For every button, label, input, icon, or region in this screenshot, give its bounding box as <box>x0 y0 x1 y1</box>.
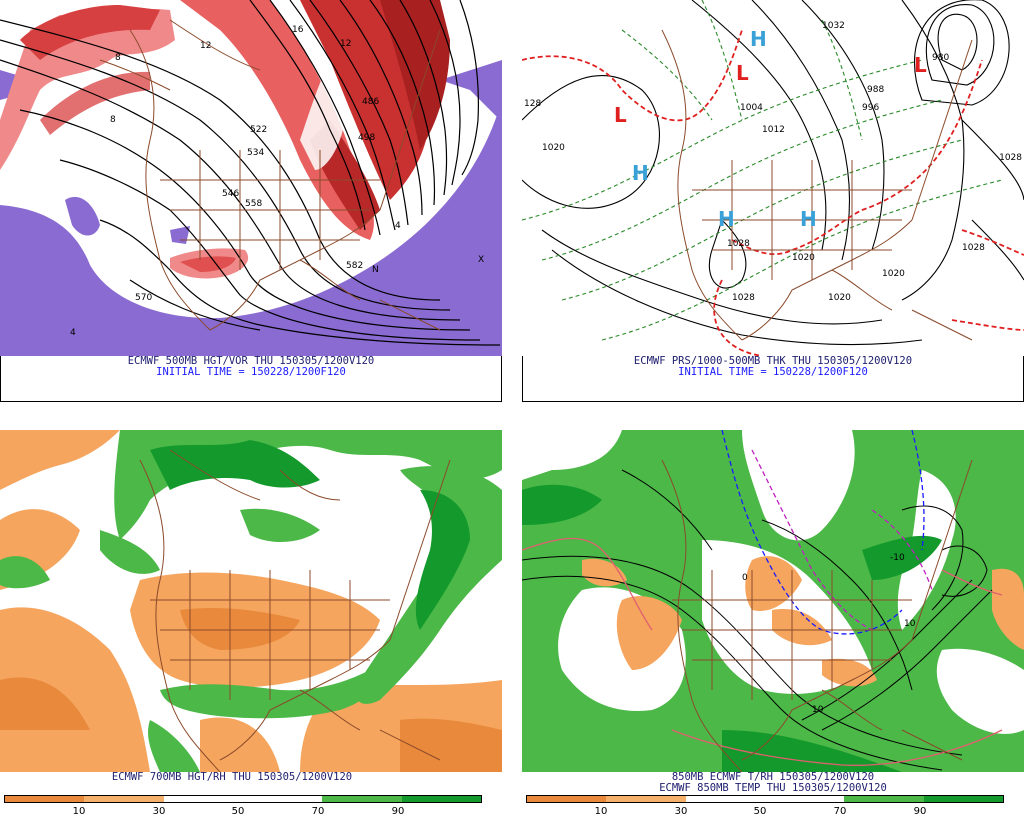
vorticity-label: 16 <box>292 25 304 35</box>
isobar-label: 1028 <box>727 239 750 249</box>
vorticity-label: N <box>372 265 379 275</box>
colorbar-tick: 70 <box>833 806 847 817</box>
panel-caption: 850MB ECMWF T/RH 150305/1200V120 <box>671 771 875 783</box>
colorbar-swatch <box>322 796 402 802</box>
isobar-label: 1020 <box>792 253 815 263</box>
isotherm-label: 10 <box>904 619 916 629</box>
vorticity-label: 8 <box>115 53 121 63</box>
contour-label-534: 534 <box>247 148 264 158</box>
isotherm-label: 0 <box>742 573 748 583</box>
colorbar-tick: 10 <box>72 806 86 817</box>
colorbar-tick: 30 <box>152 806 166 817</box>
isobar-label: 1028 <box>962 243 985 253</box>
isobar-label: 128 <box>524 99 541 109</box>
vorticity-label: 12 <box>200 41 211 51</box>
high-pressure-center: H <box>718 207 735 231</box>
panel-caption: ECMWF 500MB HGT/VOR THU 150305/1200V120 <box>127 355 375 367</box>
initial-time-caption: INITIAL TIME = 150228/1200F120 <box>156 366 346 378</box>
isobar-label: 988 <box>867 85 884 95</box>
colorbar-tick: 50 <box>753 806 767 817</box>
colorbar-tick: 30 <box>674 806 688 817</box>
colorbar-tick: 90 <box>913 806 927 817</box>
vorticity-label: 4 <box>395 221 401 231</box>
isobar-label: 996 <box>862 103 879 113</box>
colorbar-swatch <box>163 796 243 802</box>
panel-caption: ECMWF PRS/1000-500MB THK THU 150305/1200… <box>633 355 913 367</box>
temp-rh-850mb-map: 0 -10 10 10 <box>522 430 1024 772</box>
rh-colorbar <box>526 795 1004 803</box>
colorbar-swatch <box>84 796 164 802</box>
panel-caption: ECMWF 700MB HGT/RH THU 150305/1200V120 <box>111 771 353 783</box>
panel-surface-pressure: 1020 1004 1012 996 988 980 1028 1020 102… <box>522 0 1024 402</box>
vorticity-label: 4 <box>70 328 76 338</box>
rh-colorbar <box>4 795 482 803</box>
panel-850mb-temp-rh: 0 -10 10 10 850MB ECMWF T/RH 150305/1200… <box>522 430 1024 819</box>
contour-label-570: 570 <box>135 293 152 303</box>
vorticity-map: 522 534 546 558 570 582 498 486 8 8 12 1… <box>0 0 502 356</box>
colorbar-tick: 70 <box>311 806 325 817</box>
colorbar-swatch <box>844 796 924 802</box>
panel-500mb-vorticity: 522 534 546 558 570 582 498 486 8 8 12 1… <box>0 0 502 402</box>
isotherm-label: -10 <box>890 553 905 563</box>
contour-label-486: 486 <box>362 97 379 107</box>
contour-label-498: 498 <box>358 133 375 143</box>
pressure-map: 1020 1004 1012 996 988 980 1028 1020 102… <box>522 0 1024 356</box>
colorbar-swatch <box>527 796 607 802</box>
isobar-label: 1028 <box>999 153 1022 163</box>
isobar-label: 1020 <box>828 293 851 303</box>
isobar-label: 1028 <box>732 293 755 303</box>
panel-subcaption: ECMWF 850MB TEMP THU 150305/1200V120 <box>659 782 887 794</box>
contour-label-546: 546 <box>222 189 239 199</box>
colorbar-swatch <box>685 796 765 802</box>
isotherm-label: 10 <box>812 705 824 715</box>
colorbar-tick: 50 <box>231 806 245 817</box>
initial-time-caption: INITIAL TIME = 150228/1200F120 <box>678 366 868 378</box>
colorbar-swatch <box>923 796 1003 802</box>
low-pressure-center: L <box>914 53 927 77</box>
low-pressure-center: L <box>614 103 627 127</box>
vorticity-label: 8 <box>110 115 116 125</box>
vorticity-label: X <box>478 255 484 265</box>
low-pressure-center: L <box>736 61 749 85</box>
rh-700mb-map <box>0 430 502 772</box>
contour-label-522: 522 <box>250 125 267 135</box>
isobar-label: 1020 <box>882 269 905 279</box>
contour-label-582: 582 <box>346 261 363 271</box>
colorbar-swatch <box>5 796 85 802</box>
isobar-label: 1032 <box>822 21 845 31</box>
isobar-label: 1004 <box>740 103 763 113</box>
isobar-label: 1012 <box>762 125 785 135</box>
panel-700mb-rh: ECMWF 700MB HGT/RH THU 150305/1200V120 1… <box>0 430 502 819</box>
high-pressure-center: H <box>750 27 767 51</box>
colorbar-swatch <box>764 796 845 802</box>
high-pressure-center: H <box>632 161 649 185</box>
high-pressure-center: H <box>800 207 817 231</box>
vorticity-label: 12 <box>340 39 351 49</box>
contour-label-558: 558 <box>245 199 262 209</box>
isobar-label: 1020 <box>542 143 565 153</box>
colorbar-swatch <box>242 796 323 802</box>
colorbar-tick: 10 <box>594 806 608 817</box>
colorbar-tick: 90 <box>391 806 405 817</box>
isobar-label: 980 <box>932 53 949 63</box>
colorbar-swatch <box>606 796 686 802</box>
colorbar-swatch <box>401 796 481 802</box>
